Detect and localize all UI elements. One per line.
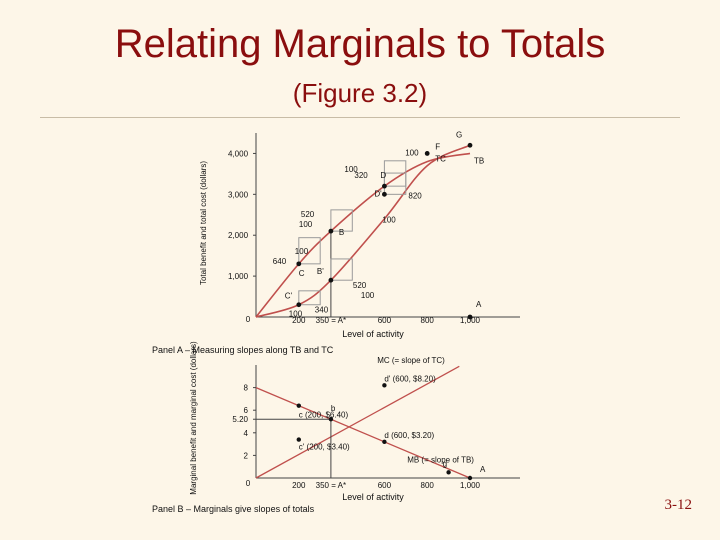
panel-a-point-label-b: B' <box>317 267 324 276</box>
panel-b-line-mc <box>255 365 460 479</box>
panel-a-slope-run-tb-b: 100 <box>299 220 313 229</box>
panel-b-point-label-d-600-3-20: d (600, $3.20) <box>384 431 434 440</box>
panel-b-y-tick-label-2: 2 <box>244 451 249 460</box>
panel-a-y-tick-label-1000: 1,000 <box>228 272 249 281</box>
panel-b-point-label-d-600-8-20: d' (600, $8.20) <box>384 374 436 383</box>
panel-b-y-tick-label-5-20: 5.20 <box>232 415 248 424</box>
panel-b-point-label-c-200-3-40: c' (200, $3.40) <box>299 443 350 452</box>
panel-a-point-label-c: C' <box>285 292 293 301</box>
panel-a-point-label-f: F <box>435 142 440 151</box>
panel-a-point-label-a: A <box>476 300 482 309</box>
panel-a-point-b <box>328 277 334 283</box>
panel-b-x-tick-label-600: 600 <box>378 481 392 490</box>
panel-a-slope-run-tc-b: 100 <box>361 291 375 300</box>
panel-b-point-b <box>328 417 334 422</box>
panel-a-x-tick-label-600: 600 <box>378 316 392 325</box>
panel-b-point-d-600-3-20 <box>382 439 387 445</box>
panel-b-y-tick-label-4: 4 <box>244 429 249 438</box>
panel-b-point-label-b: b <box>331 404 336 413</box>
panel-a-point-d <box>382 191 387 197</box>
panel-a-slope-rise-tb-b: 520 <box>301 210 315 219</box>
panel-b-x-axis-label: Level of activity <box>342 492 404 502</box>
panel-b-point-c-200-6-40 <box>296 403 301 408</box>
panel-a-origin-label: 0 <box>246 315 251 324</box>
panel-b-origin-label: 0 <box>246 479 251 488</box>
panel-b-point-label-a: A <box>480 465 486 474</box>
panel-b-point-c-200-3-40 <box>296 437 301 442</box>
panel-b-caption: Panel B – Marginals give slopes of total… <box>152 504 315 514</box>
panel-a-slope-box-tc-d <box>383 160 407 195</box>
panel-a-slope-box-tb-b <box>330 209 353 232</box>
panel-a-point-c <box>296 302 302 308</box>
title-divider <box>40 117 680 118</box>
panel-b-series-label-mc: MC (= slope of TC) <box>377 356 445 365</box>
panel-a-point-label-b: B <box>339 228 344 237</box>
panel-a-x-tick-label-800: 800 <box>421 316 435 325</box>
panel-b-series-label-mb: MB (= slope of TB) <box>407 455 474 464</box>
panel-a-y-axis-label: Total benefit and total cost (dollars) <box>199 161 208 285</box>
panel-a-slope-rise-tc-c: 340 <box>315 306 329 315</box>
panel-a-slope-run-tb-c: 100 <box>295 247 309 256</box>
slide-title: Relating Marginals to Totals <box>114 22 606 66</box>
panel-a-caption: Panel A – Measuring slopes along TB and … <box>152 345 334 355</box>
panel-a-point-label-d: D' <box>374 189 382 198</box>
panel-a-y-tick-label-3000: 3,000 <box>228 190 249 199</box>
panel-b-x-tick-label-1000: 1,000 <box>460 481 481 490</box>
panel-a-y-tick-label-2000: 2,000 <box>228 231 249 240</box>
panel-a-slope-box-tb-c <box>298 237 321 265</box>
panel-b-x-tick-label-200: 200 <box>292 481 306 490</box>
panel-a-slope-run-tc-d: 100 <box>382 215 396 224</box>
panel-b-line-mb <box>255 387 471 479</box>
panel-a-point-label-d: D <box>380 171 386 180</box>
panel-a-slope-box-tc-c <box>298 290 321 306</box>
panel-b-y-axis-label: Marginal benefit and marginal cost (doll… <box>189 341 198 495</box>
panel-a-x-tick-label-1000: 1,000 <box>460 316 481 325</box>
panel-a-point-label-c: C <box>299 269 305 278</box>
panel-a-series-label-tb: TB <box>474 156 484 165</box>
slide-number: 3-12 <box>664 497 693 513</box>
panel-a-slope-rise-tb-c: 640 <box>273 257 287 266</box>
panel-a-point-c <box>296 261 302 267</box>
panel-a-x-axis-label: Level of activity <box>342 329 404 339</box>
panel-a-slope-run-tc-c: 100 <box>289 310 303 319</box>
panel-a-slope-box-tc-b <box>330 258 353 281</box>
panel-b-point-label-c-200-6-40: c (200, $6.40) <box>299 411 349 420</box>
panel-a-x-tick-label-200: 200 <box>292 316 306 325</box>
panel-a-slope-rise-tc-d: 820 <box>408 191 422 200</box>
panel-a-slope-rise-tc-b: 520 <box>353 281 367 290</box>
panel-a-y-tick-label-4000: 4,000 <box>228 149 249 158</box>
panel-a-slope-run-f: 100 <box>405 148 419 157</box>
panel-b-point-label-g: g <box>443 459 447 468</box>
panel-b-point-a <box>467 475 473 481</box>
panel-b-y-tick-label-6: 6 <box>244 406 249 415</box>
panel-a-slope-rise-tb-d: 320 <box>354 171 368 180</box>
panel-b-x-tick-label-800: 800 <box>421 481 435 490</box>
panel-b-y-tick-label-8: 8 <box>244 384 249 393</box>
panel-b-x-tick-label-350: 350 = A* <box>316 481 346 490</box>
panel-b-point-g <box>446 470 451 475</box>
panel-a-series-label-tc: TC <box>435 155 446 164</box>
slide-subtitle: (Figure 3.2) <box>292 78 428 108</box>
panel-a-slope-run-tb-d: 100 <box>344 165 358 174</box>
panel-b-point-d-600-8-20 <box>382 383 387 388</box>
panel-a-point-d <box>382 183 387 189</box>
panel-a-curve-tb <box>255 152 471 318</box>
panel-a-point-a <box>467 314 473 320</box>
panel-a-point-b <box>328 228 334 234</box>
panel-a-point-label-g: G <box>456 130 462 139</box>
panel-a-point-f <box>424 151 430 156</box>
panel-a-x-tick-label-350: 350 = A* <box>316 316 346 325</box>
panel-a-point-g <box>467 142 473 148</box>
